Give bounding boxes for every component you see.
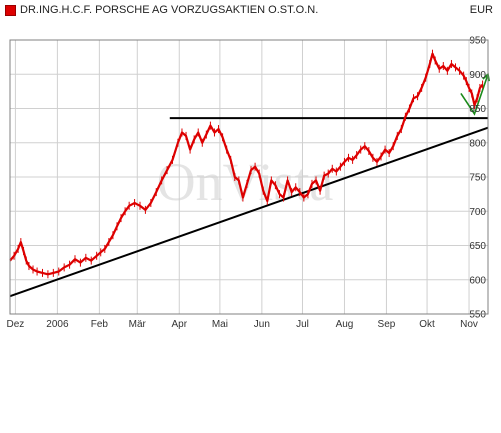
x-tick-label-7: Jul	[296, 319, 309, 330]
y-tick-label-800: 800	[469, 138, 486, 149]
x-tick-label-9: Sep	[378, 319, 396, 330]
y-tick-label-950: 950	[469, 36, 486, 47]
trend-line	[9, 126, 489, 298]
x-tick-label-0: Dez	[7, 319, 25, 330]
y-tick-label-850: 850	[469, 104, 486, 115]
x-tick-label-11: Nov	[460, 319, 478, 330]
y-tick-label-550: 550	[469, 310, 486, 321]
series-layer	[9, 49, 484, 279]
legend-swatch	[5, 5, 16, 16]
x-tick-label-8: Aug	[336, 319, 354, 330]
y-tick-label-900: 900	[469, 70, 486, 81]
x-tick-label-4: Apr	[171, 319, 187, 330]
chart-header: DR.ING.H.C.F. PORSCHE AG VORZUGSAKTIEN O…	[0, 0, 501, 22]
y-tick-label-700: 700	[469, 207, 486, 218]
x-axis: Dez 2006 Feb Mär Apr Mai Jun Jul Aug Sep Okt Nov	[7, 319, 478, 330]
plot-frame	[9, 39, 489, 315]
x-tick-label-10: Okt	[419, 319, 435, 330]
x-tick-label-3: Mär	[129, 319, 147, 330]
y-axis: 550 600 650 700 750 800 850 900 950	[469, 36, 486, 321]
x-tick-label-5: Mai	[212, 319, 228, 330]
y-tick-label-750: 750	[469, 173, 486, 184]
currency-label: EUR	[469, 4, 493, 16]
chart-title: DR.ING.H.C.F. PORSCHE AG VORZUGSAKTIEN O…	[20, 4, 319, 16]
x-tick-label-2: Feb	[91, 319, 109, 330]
y-tick-label-600: 600	[469, 275, 486, 286]
y-tick-label-650: 650	[469, 241, 486, 252]
x-tick-label-1: 2006	[46, 319, 69, 330]
x-tick-label-6: Jun	[254, 319, 270, 330]
forecast-arrow	[460, 73, 489, 116]
watermark: OnVista	[157, 152, 334, 212]
